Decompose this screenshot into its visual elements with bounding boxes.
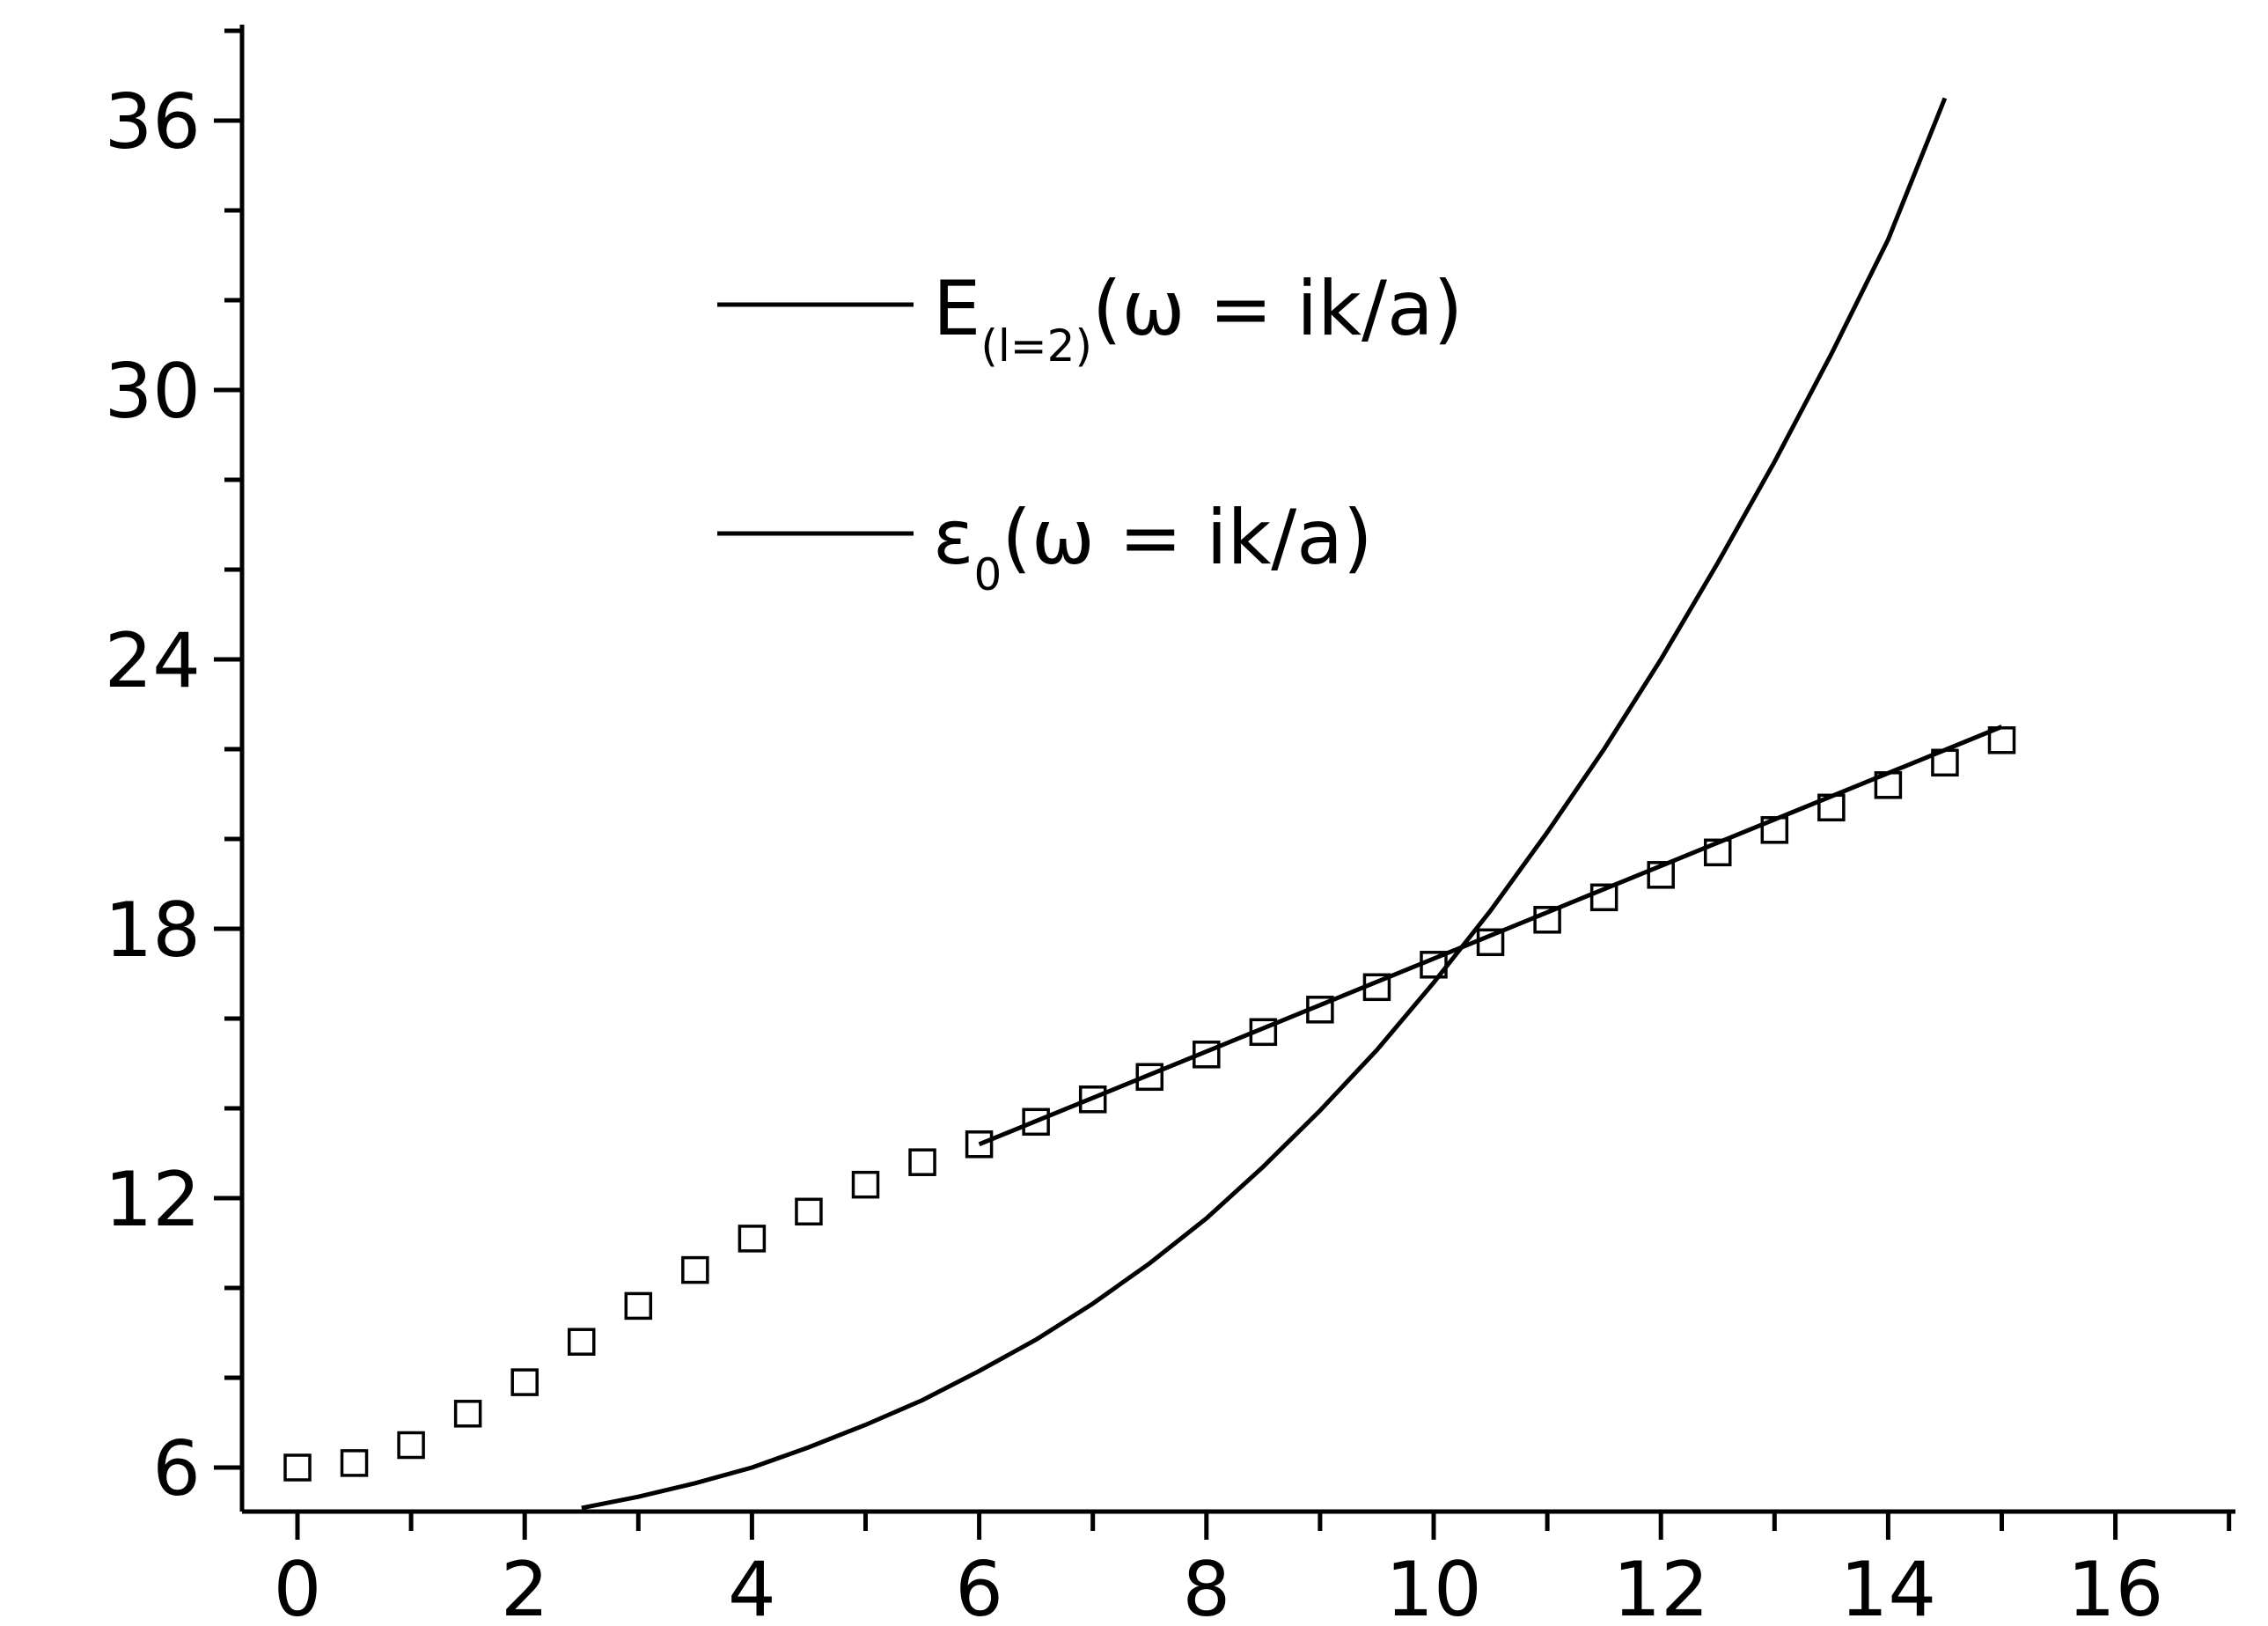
y-tick-label: 18	[105, 887, 201, 975]
x-tick-label: 10	[1385, 1546, 1481, 1626]
square-marker	[1476, 928, 1505, 957]
legend-label-rest: (ω = ik/a)	[1002, 494, 1372, 582]
square-marker	[453, 1400, 482, 1428]
square-marker	[1760, 816, 1789, 844]
square-marker	[1647, 861, 1675, 889]
square-marker	[1420, 951, 1448, 979]
legend: E(l=2)(ω = ik/a)ε0(ω = ik/a)	[717, 265, 1463, 600]
legend-label: E(l=2)(ω = ik/a)	[933, 265, 1463, 372]
square-marker	[510, 1368, 539, 1396]
square-marker	[965, 1130, 994, 1159]
series-epsilon0-line	[978, 725, 2003, 1147]
square-marker	[1987, 726, 2016, 754]
square-marker	[1704, 838, 1732, 867]
legend-label: ε0(ω = ik/a)	[933, 494, 1373, 600]
square-marker	[795, 1197, 823, 1226]
x-tick-label: 12	[1612, 1546, 1708, 1626]
legend-label-main: E	[933, 265, 980, 353]
square-marker	[1931, 748, 1959, 777]
square-marker	[1589, 883, 1618, 912]
y-tick-label: 24	[105, 617, 201, 705]
square-marker	[1249, 1018, 1278, 1047]
y-tick-label: 36	[105, 78, 201, 166]
square-marker	[851, 1170, 880, 1199]
square-marker	[340, 1449, 369, 1477]
square-marker	[624, 1291, 653, 1321]
square-marker	[568, 1328, 596, 1356]
x-tick-label: 4	[728, 1546, 776, 1626]
legend-label-subscript: 0	[974, 549, 1002, 600]
x-tick-label: 16	[2067, 1546, 2163, 1626]
x-tick-label: 2	[501, 1546, 549, 1626]
square-marker	[1817, 793, 1846, 822]
square-marker	[738, 1225, 767, 1253]
square-marker	[397, 1431, 425, 1460]
y-tick-label: 6	[152, 1425, 201, 1513]
square-marker	[1874, 771, 1903, 799]
axes	[239, 25, 2235, 1514]
y-tick-label: 12	[105, 1156, 201, 1244]
x-tick-label: 0	[274, 1546, 322, 1626]
y-tick-label: 30	[105, 348, 201, 436]
square-marker	[1135, 1063, 1163, 1092]
square-marker	[1362, 973, 1391, 1002]
square-marker	[1078, 1085, 1107, 1114]
square-marker	[1193, 1041, 1221, 1069]
legend-label-subscript: (l=2)	[980, 320, 1092, 372]
series-e-l2-curve	[581, 97, 1948, 1511]
square-marker	[1533, 906, 1561, 934]
legend-label-main: ε	[933, 494, 974, 582]
square-marker	[283, 1453, 312, 1482]
series	[283, 97, 2016, 1511]
x-tick-label: 6	[955, 1546, 1003, 1626]
x-tick-label: 14	[1840, 1546, 1936, 1626]
square-marker	[681, 1255, 709, 1284]
square-marker	[908, 1148, 936, 1176]
square-marker	[1022, 1107, 1050, 1137]
square-marker	[1306, 996, 1334, 1024]
x-tick-label: 8	[1182, 1546, 1230, 1626]
legend-label-rest: (ω = ik/a)	[1092, 265, 1463, 353]
